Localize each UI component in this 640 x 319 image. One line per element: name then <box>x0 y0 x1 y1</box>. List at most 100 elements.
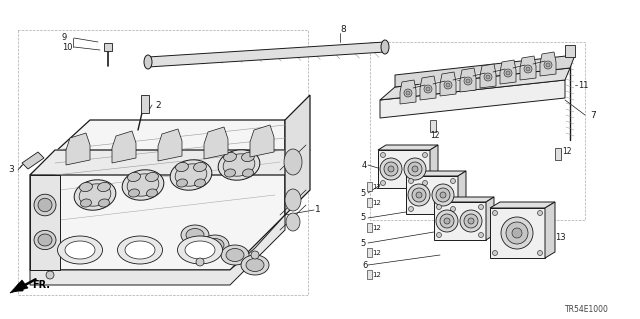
Circle shape <box>484 73 492 81</box>
Polygon shape <box>434 202 486 240</box>
Circle shape <box>440 214 454 228</box>
Ellipse shape <box>170 160 212 190</box>
Polygon shape <box>434 197 494 202</box>
Circle shape <box>412 188 426 202</box>
Polygon shape <box>460 68 476 92</box>
Circle shape <box>446 83 450 87</box>
Text: 7: 7 <box>590 110 596 120</box>
Text: 8: 8 <box>340 26 346 34</box>
Ellipse shape <box>225 169 236 177</box>
Circle shape <box>506 71 510 75</box>
Ellipse shape <box>181 225 209 245</box>
Text: 5: 5 <box>360 239 365 248</box>
Ellipse shape <box>79 182 92 192</box>
Circle shape <box>436 188 450 202</box>
Bar <box>555 148 561 160</box>
Text: 12: 12 <box>372 225 381 231</box>
Polygon shape <box>520 56 536 80</box>
Ellipse shape <box>145 173 159 182</box>
Circle shape <box>408 206 413 211</box>
Polygon shape <box>545 202 555 258</box>
Ellipse shape <box>195 179 205 187</box>
Ellipse shape <box>226 249 244 262</box>
Text: 5: 5 <box>360 213 365 222</box>
Ellipse shape <box>127 174 159 196</box>
Polygon shape <box>420 76 436 100</box>
Circle shape <box>436 204 442 210</box>
Ellipse shape <box>206 239 224 251</box>
Text: 6: 6 <box>362 261 367 270</box>
Ellipse shape <box>34 230 56 249</box>
Ellipse shape <box>34 194 56 216</box>
Circle shape <box>464 214 478 228</box>
Polygon shape <box>158 129 182 161</box>
Text: 12: 12 <box>372 272 381 278</box>
Circle shape <box>408 184 430 206</box>
Ellipse shape <box>175 164 207 186</box>
Polygon shape <box>395 55 575 87</box>
Polygon shape <box>406 176 458 214</box>
Polygon shape <box>30 175 60 270</box>
Polygon shape <box>540 52 556 76</box>
Circle shape <box>196 258 204 266</box>
Polygon shape <box>480 64 496 88</box>
Polygon shape <box>486 197 494 240</box>
Text: 9: 9 <box>62 33 67 41</box>
Ellipse shape <box>58 236 102 264</box>
Polygon shape <box>112 131 136 163</box>
Circle shape <box>426 87 430 91</box>
Ellipse shape <box>79 184 111 206</box>
Polygon shape <box>285 95 310 215</box>
Circle shape <box>506 222 528 244</box>
Ellipse shape <box>38 198 52 212</box>
Polygon shape <box>440 72 456 96</box>
Polygon shape <box>490 202 555 208</box>
Ellipse shape <box>99 199 109 207</box>
Text: TR54E1000: TR54E1000 <box>565 306 609 315</box>
Polygon shape <box>380 68 570 100</box>
Polygon shape <box>380 80 565 118</box>
Ellipse shape <box>118 236 163 264</box>
Circle shape <box>381 152 385 158</box>
Circle shape <box>251 251 259 259</box>
Bar <box>565 45 575 57</box>
Bar <box>141 95 149 113</box>
Circle shape <box>436 233 442 238</box>
Circle shape <box>544 61 552 69</box>
Circle shape <box>501 217 533 249</box>
Circle shape <box>432 184 454 206</box>
Polygon shape <box>490 208 545 258</box>
Ellipse shape <box>125 241 155 259</box>
Ellipse shape <box>223 154 255 176</box>
Text: 13: 13 <box>555 233 566 241</box>
Circle shape <box>384 162 398 176</box>
Ellipse shape <box>243 169 253 177</box>
Text: 11: 11 <box>578 80 589 90</box>
Ellipse shape <box>97 182 111 192</box>
Circle shape <box>404 89 412 97</box>
Circle shape <box>404 158 426 180</box>
Polygon shape <box>378 145 438 150</box>
Ellipse shape <box>129 189 140 197</box>
Text: 12: 12 <box>372 184 381 190</box>
Polygon shape <box>250 125 274 157</box>
Bar <box>367 182 372 191</box>
Polygon shape <box>66 133 90 165</box>
Ellipse shape <box>186 228 204 241</box>
Circle shape <box>538 211 543 216</box>
Ellipse shape <box>218 150 260 180</box>
Circle shape <box>493 250 497 256</box>
Ellipse shape <box>246 258 264 271</box>
Bar <box>367 270 372 279</box>
Ellipse shape <box>65 241 95 259</box>
Circle shape <box>408 179 413 183</box>
Circle shape <box>479 204 483 210</box>
Circle shape <box>408 162 422 176</box>
Ellipse shape <box>241 152 255 161</box>
Circle shape <box>464 77 472 85</box>
Circle shape <box>406 91 410 95</box>
Text: 5: 5 <box>360 189 365 197</box>
Circle shape <box>416 192 422 198</box>
Bar <box>367 248 372 257</box>
Polygon shape <box>378 150 430 188</box>
